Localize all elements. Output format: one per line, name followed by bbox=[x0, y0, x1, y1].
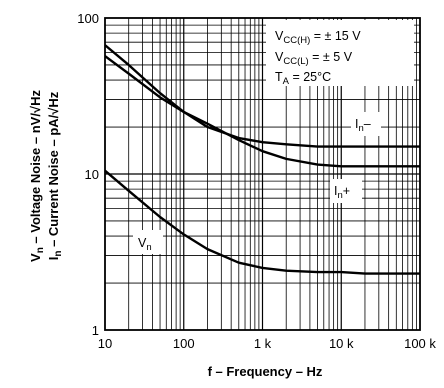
series-label-vn: Vn bbox=[138, 236, 152, 253]
y-tick-label: 10 bbox=[85, 167, 99, 182]
plot-border bbox=[104, 17, 421, 331]
series-layer bbox=[104, 44, 420, 275]
y-axis-title-voltage: Vn – Voltage Noise – nV/√Hz bbox=[28, 90, 46, 262]
x-axis-title: f – Frequency – Hz bbox=[208, 364, 323, 379]
plot-frame bbox=[104, 17, 421, 331]
series-line-in-minus bbox=[104, 44, 420, 148]
condition-vccl: VCC(L) = ± 5 V bbox=[275, 50, 353, 67]
x-tick-label: 1 k bbox=[254, 336, 272, 351]
series-label-in-plus: In+ bbox=[334, 184, 350, 201]
y-axis-title-current: In – Current Noise – pA/√Hz bbox=[46, 91, 64, 260]
svg-text:In – Current Noise – pA/√Hz: In – Current Noise – pA/√Hz bbox=[46, 91, 64, 260]
conditions-box-background bbox=[266, 20, 414, 86]
x-tick-label: 100 bbox=[173, 336, 195, 351]
svg-text:Vn – Voltage Noise – nV/√Hz: Vn – Voltage Noise – nV/√Hz bbox=[28, 90, 46, 262]
x-tick-label: 10 bbox=[98, 336, 112, 351]
condition-ta: TA = 25°C bbox=[275, 70, 331, 87]
label-bg-in-minus bbox=[351, 112, 381, 136]
y-tick-label: 1 bbox=[92, 323, 99, 338]
x-tick-label: 100 k bbox=[404, 336, 436, 351]
series-line-in-plus bbox=[104, 55, 420, 168]
label-bg-in-plus bbox=[330, 179, 362, 203]
x-tick-label: 10 k bbox=[329, 336, 354, 351]
y-tick-label: 100 bbox=[77, 11, 99, 26]
series-label-in-minus: In– bbox=[355, 117, 371, 134]
condition-vcch: VCC(H) = ± 15 V bbox=[275, 29, 361, 46]
series-line-vn bbox=[104, 169, 420, 275]
label-bg-vn bbox=[133, 230, 163, 254]
